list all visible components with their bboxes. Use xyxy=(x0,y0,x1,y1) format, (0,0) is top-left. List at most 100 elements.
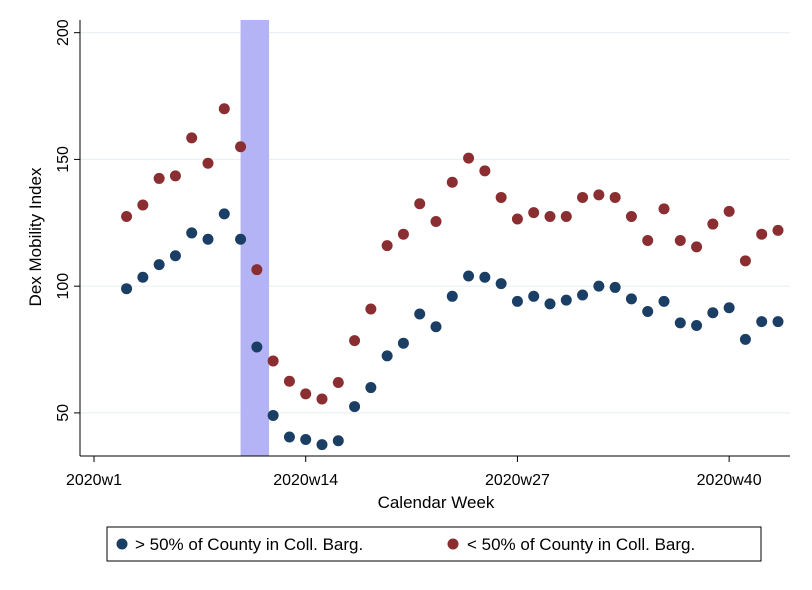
point-series-1-30 xyxy=(593,280,605,292)
point-series-1-32 xyxy=(625,293,637,305)
point-series-2-29 xyxy=(577,191,589,203)
point-series-1-33 xyxy=(642,306,654,318)
point-series-1-41 xyxy=(772,316,784,328)
x-tick-label-2020w1: 2020w1 xyxy=(66,472,122,489)
point-series-1-9 xyxy=(251,341,263,353)
legend-marker-series-2 xyxy=(447,538,459,550)
point-series-2-18 xyxy=(397,228,409,240)
point-series-1-37 xyxy=(707,307,719,319)
point-series-1-26 xyxy=(528,290,540,302)
point-series-1-1 xyxy=(121,283,133,295)
point-series-1-23 xyxy=(479,271,491,283)
legend: > 50% of County in Coll. Barg. < 50% of … xyxy=(106,526,762,562)
point-series-2-31 xyxy=(609,191,621,203)
point-series-1-22 xyxy=(463,270,475,282)
y-tick-label-150: 150 xyxy=(55,146,72,173)
y-tick-label-200: 200 xyxy=(55,19,72,46)
x-tick-label-2020w14: 2020w14 xyxy=(273,472,338,489)
point-series-1-21 xyxy=(446,290,458,302)
y-tick-label-50: 50 xyxy=(55,404,72,422)
point-series-1-27 xyxy=(544,298,556,310)
point-series-1-5 xyxy=(186,227,198,239)
point-series-1-16 xyxy=(365,382,377,394)
x-tick-label-2020w27: 2020w27 xyxy=(485,472,550,489)
point-series-1-39 xyxy=(739,333,751,345)
point-series-2-22 xyxy=(463,152,475,164)
point-series-1-18 xyxy=(397,337,409,349)
y-tick-label-100: 100 xyxy=(55,273,72,300)
point-series-2-35 xyxy=(674,235,686,247)
legend-label-series-2: < 50% of County in Coll. Barg. xyxy=(467,535,695,554)
point-series-2-11 xyxy=(283,375,295,387)
legend-box xyxy=(106,526,762,562)
point-series-1-17 xyxy=(381,350,393,362)
axes xyxy=(74,20,790,462)
point-series-2-23 xyxy=(479,165,491,177)
point-series-1-25 xyxy=(511,295,523,307)
legend-marker-series-1 xyxy=(116,538,128,550)
point-series-1-14 xyxy=(332,435,344,447)
point-series-2-38 xyxy=(723,205,735,217)
point-series-2-2 xyxy=(137,199,149,211)
point-series-1-35 xyxy=(674,317,686,329)
point-series-1-34 xyxy=(658,295,670,307)
point-series-2-10 xyxy=(267,355,279,367)
point-series-1-12 xyxy=(300,434,312,446)
point-series-1-38 xyxy=(723,302,735,314)
point-series-2-16 xyxy=(365,303,377,315)
point-series-2-1 xyxy=(121,210,133,222)
point-series-2-25 xyxy=(511,213,523,225)
point-series-2-41 xyxy=(772,224,784,236)
point-series-1-2 xyxy=(137,271,149,283)
point-series-2-9 xyxy=(251,264,263,276)
point-series-2-34 xyxy=(658,203,670,215)
point-series-2-15 xyxy=(349,335,361,347)
point-series-1-19 xyxy=(414,308,426,320)
point-series-1-3 xyxy=(153,259,165,271)
point-series-1-31 xyxy=(609,281,621,293)
point-series-2-32 xyxy=(625,210,637,222)
point-series-1-4 xyxy=(169,250,181,262)
point-series-2-13 xyxy=(316,393,328,405)
point-series-2-21 xyxy=(446,176,458,188)
point-series-1-7 xyxy=(218,208,230,220)
point-series-2-24 xyxy=(495,191,507,203)
point-series-1-29 xyxy=(577,289,589,301)
y-axis-title: Dex Mobility Index xyxy=(26,167,45,306)
point-series-2-20 xyxy=(430,216,442,228)
legend-label-series-1: > 50% of County in Coll. Barg. xyxy=(135,535,363,554)
point-series-1-36 xyxy=(691,319,703,331)
x-tick-label-2020w40: 2020w40 xyxy=(697,472,762,489)
point-series-2-3 xyxy=(153,172,165,184)
point-series-2-37 xyxy=(707,218,719,230)
gridlines xyxy=(80,32,790,414)
point-series-2-4 xyxy=(169,170,181,182)
point-series-2-40 xyxy=(756,228,768,240)
point-series-2-8 xyxy=(235,141,247,153)
point-series-2-5 xyxy=(186,132,198,144)
point-series-1-13 xyxy=(316,439,328,451)
point-series-2-39 xyxy=(739,255,751,267)
point-series-1-15 xyxy=(349,401,361,413)
point-series-2-17 xyxy=(381,240,393,252)
point-series-1-24 xyxy=(495,278,507,290)
point-series-2-12 xyxy=(300,388,312,400)
point-series-2-14 xyxy=(332,376,344,388)
point-series-1-10 xyxy=(267,409,279,421)
point-series-1-28 xyxy=(560,294,572,306)
point-series-2-6 xyxy=(202,157,214,169)
point-series-1-20 xyxy=(430,321,442,333)
point-series-2-7 xyxy=(218,103,230,115)
point-series-2-28 xyxy=(560,210,572,222)
point-series-2-33 xyxy=(642,235,654,247)
point-series-2-26 xyxy=(528,207,540,219)
point-series-2-19 xyxy=(414,198,426,210)
point-series-1-8 xyxy=(235,233,247,245)
tick-labels: 50 100 150 200 2020w1 2020w14 2020w27 2020w40 xyxy=(55,19,762,489)
point-series-2-27 xyxy=(544,210,556,222)
point-series-2-30 xyxy=(593,189,605,201)
point-series-1-11 xyxy=(283,431,295,443)
point-series-2-36 xyxy=(691,241,703,253)
